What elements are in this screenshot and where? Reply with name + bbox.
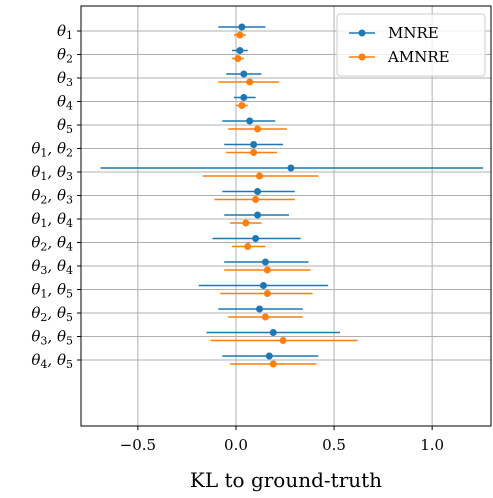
legend-label-mnre: MNRE bbox=[388, 24, 439, 42]
y-tick-label: θ3 bbox=[57, 69, 73, 89]
point-amnre bbox=[279, 337, 287, 344]
y-tick-label: θ2, θ3 bbox=[31, 187, 73, 207]
y-tick-label: θ3, θ5 bbox=[31, 328, 73, 348]
point-mnre bbox=[269, 329, 277, 336]
point-mnre bbox=[287, 164, 295, 172]
legend-box bbox=[336, 13, 486, 77]
legend: MNRE AMNRE bbox=[336, 13, 486, 77]
point-amnre bbox=[269, 360, 277, 368]
x-tick-label: 0.0 bbox=[224, 436, 248, 454]
y-tick-label: θ4 bbox=[57, 93, 73, 113]
point-mnre bbox=[252, 235, 260, 242]
y-tick-label: θ1 bbox=[57, 22, 73, 42]
point-mnre bbox=[238, 23, 246, 31]
point-mnre bbox=[236, 47, 244, 54]
legend-marker-mnre bbox=[358, 29, 366, 37]
point-amnre bbox=[236, 31, 244, 39]
error-bars bbox=[100, 23, 484, 368]
x-tick-label: 1.0 bbox=[420, 436, 444, 454]
point-amnre bbox=[250, 149, 258, 156]
point-amnre bbox=[238, 102, 246, 109]
point-mnre bbox=[246, 117, 254, 125]
legend-marker-amnre bbox=[358, 53, 366, 61]
x-axis-label: KL to ground-truth bbox=[190, 468, 382, 492]
point-mnre bbox=[261, 258, 269, 266]
y-tick-label: θ1, θ2 bbox=[31, 140, 73, 160]
legend-label-amnre: AMNRE bbox=[387, 48, 450, 66]
y-tick-label: θ1, θ4 bbox=[31, 210, 73, 230]
point-amnre bbox=[244, 243, 252, 250]
y-tick-label: θ2, θ5 bbox=[31, 304, 73, 324]
y-tick-label: θ2 bbox=[57, 46, 73, 66]
point-mnre bbox=[240, 70, 248, 78]
point-amnre bbox=[234, 55, 242, 62]
point-amnre bbox=[256, 172, 264, 180]
point-mnre bbox=[265, 352, 273, 360]
point-amnre bbox=[261, 313, 269, 321]
y-tick-label: θ5 bbox=[57, 116, 73, 136]
point-mnre bbox=[254, 188, 262, 195]
point-amnre bbox=[263, 290, 271, 297]
y-tick-label: θ4, θ5 bbox=[31, 351, 73, 371]
y-tick-label: θ1, θ5 bbox=[31, 281, 73, 301]
point-mnre bbox=[250, 141, 258, 148]
y-tick-label: θ1, θ3 bbox=[31, 163, 73, 183]
point-mnre bbox=[240, 94, 248, 101]
x-tick-label: −0.5 bbox=[120, 436, 156, 454]
point-amnre bbox=[252, 196, 260, 203]
x-tick-label: 0.5 bbox=[322, 436, 346, 454]
point-amnre bbox=[254, 125, 262, 133]
point-amnre bbox=[242, 219, 250, 227]
point-amnre bbox=[263, 266, 271, 274]
y-axis-ticks: θ1 θ2 θ3 θ4 θ5 θ1, θ2 θ1, θ3 θ2, θ3 θ1, θ4 θ2, θ4… bbox=[31, 22, 81, 371]
point-mnre bbox=[259, 282, 267, 289]
x-axis-ticks: −0.5 0.0 0.5 1.0 bbox=[120, 426, 444, 454]
plot-frame bbox=[80, 5, 492, 427]
point-mnre bbox=[254, 211, 262, 219]
point-mnre bbox=[256, 305, 264, 313]
y-tick-label: θ2, θ4 bbox=[31, 234, 73, 254]
point-amnre bbox=[246, 78, 254, 86]
y-tick-label: θ3, θ4 bbox=[31, 257, 73, 277]
grid-lines bbox=[81, 6, 491, 426]
